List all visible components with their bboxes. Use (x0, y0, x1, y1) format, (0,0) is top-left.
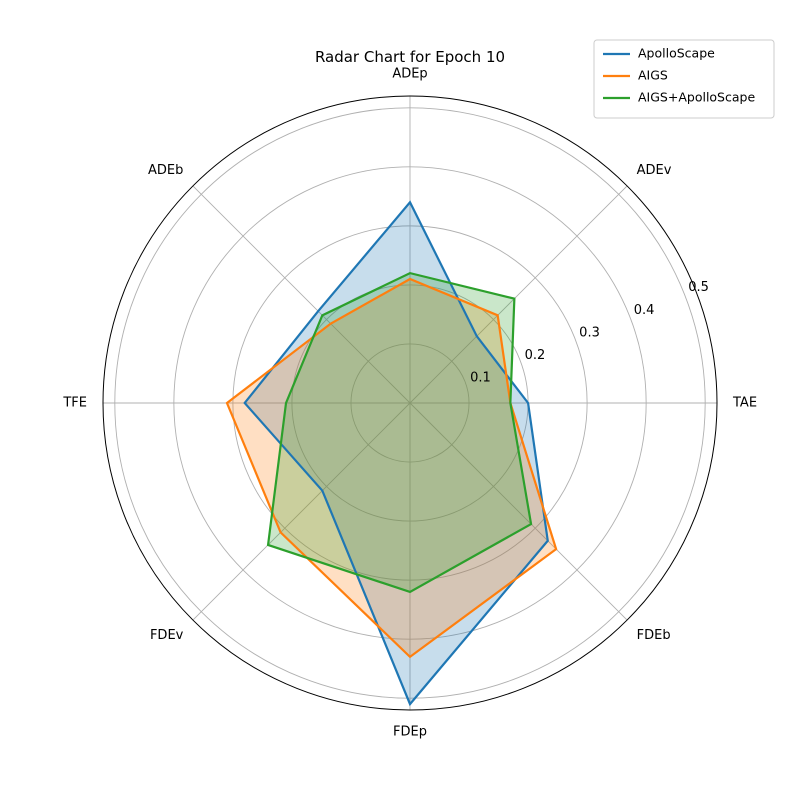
axis-label-tfe: TFE (62, 396, 87, 411)
axis-label-fdev: FDEv (150, 628, 184, 643)
spoke-fdeb (409, 402, 628, 621)
polar-frame (102, 95, 718, 711)
grid-circle (114, 107, 706, 699)
series-fill-2 (268, 273, 532, 592)
axis-label-adeb: ADEb (148, 163, 183, 178)
spoke-adev (409, 185, 628, 404)
axis-label-adev: ADEv (637, 163, 672, 178)
legend-entry: AIGS (638, 68, 668, 83)
legend-frame (593, 39, 775, 119)
spoke-fdev (192, 402, 411, 621)
radial-tick-label: 0.4 (634, 303, 655, 318)
axis-label-fdep: FDEp (393, 725, 427, 740)
grid-circle (173, 166, 647, 640)
radar-grid (102, 95, 718, 711)
series-line-0 (243, 200, 549, 707)
axis-label-tae: TAE (732, 396, 757, 411)
grid-circle (350, 343, 470, 463)
legend-entry: AIGS+ApolloScape (638, 90, 755, 105)
radial-tick-label: 0.2 (525, 348, 546, 363)
axis-label-adep: ADEp (392, 67, 427, 82)
radial-tick-label: 0.1 (470, 371, 491, 386)
spoke-adeb (192, 185, 411, 404)
radar-series (225, 200, 558, 707)
radial-tick-label: 0.3 (579, 325, 600, 340)
legend-entry: ApolloScape (638, 46, 715, 61)
series-line-2 (266, 271, 533, 594)
grid-circle (232, 225, 588, 581)
axis-label-fdeb: FDEb (637, 628, 671, 643)
series-line-1 (225, 277, 558, 659)
radial-tick-label: 0.5 (688, 280, 709, 295)
legend: ApolloScape AIGS AIGS+ApolloScape (593, 39, 775, 119)
chart-title: Radar Chart for Epoch 10 (315, 48, 505, 66)
series-fill-1 (226, 279, 557, 657)
radar-labels: 0.1 0.2 0.3 0.4 0.5 TAE ADEv ADEp ADEb TFE FDEv FDE… (62, 67, 757, 740)
